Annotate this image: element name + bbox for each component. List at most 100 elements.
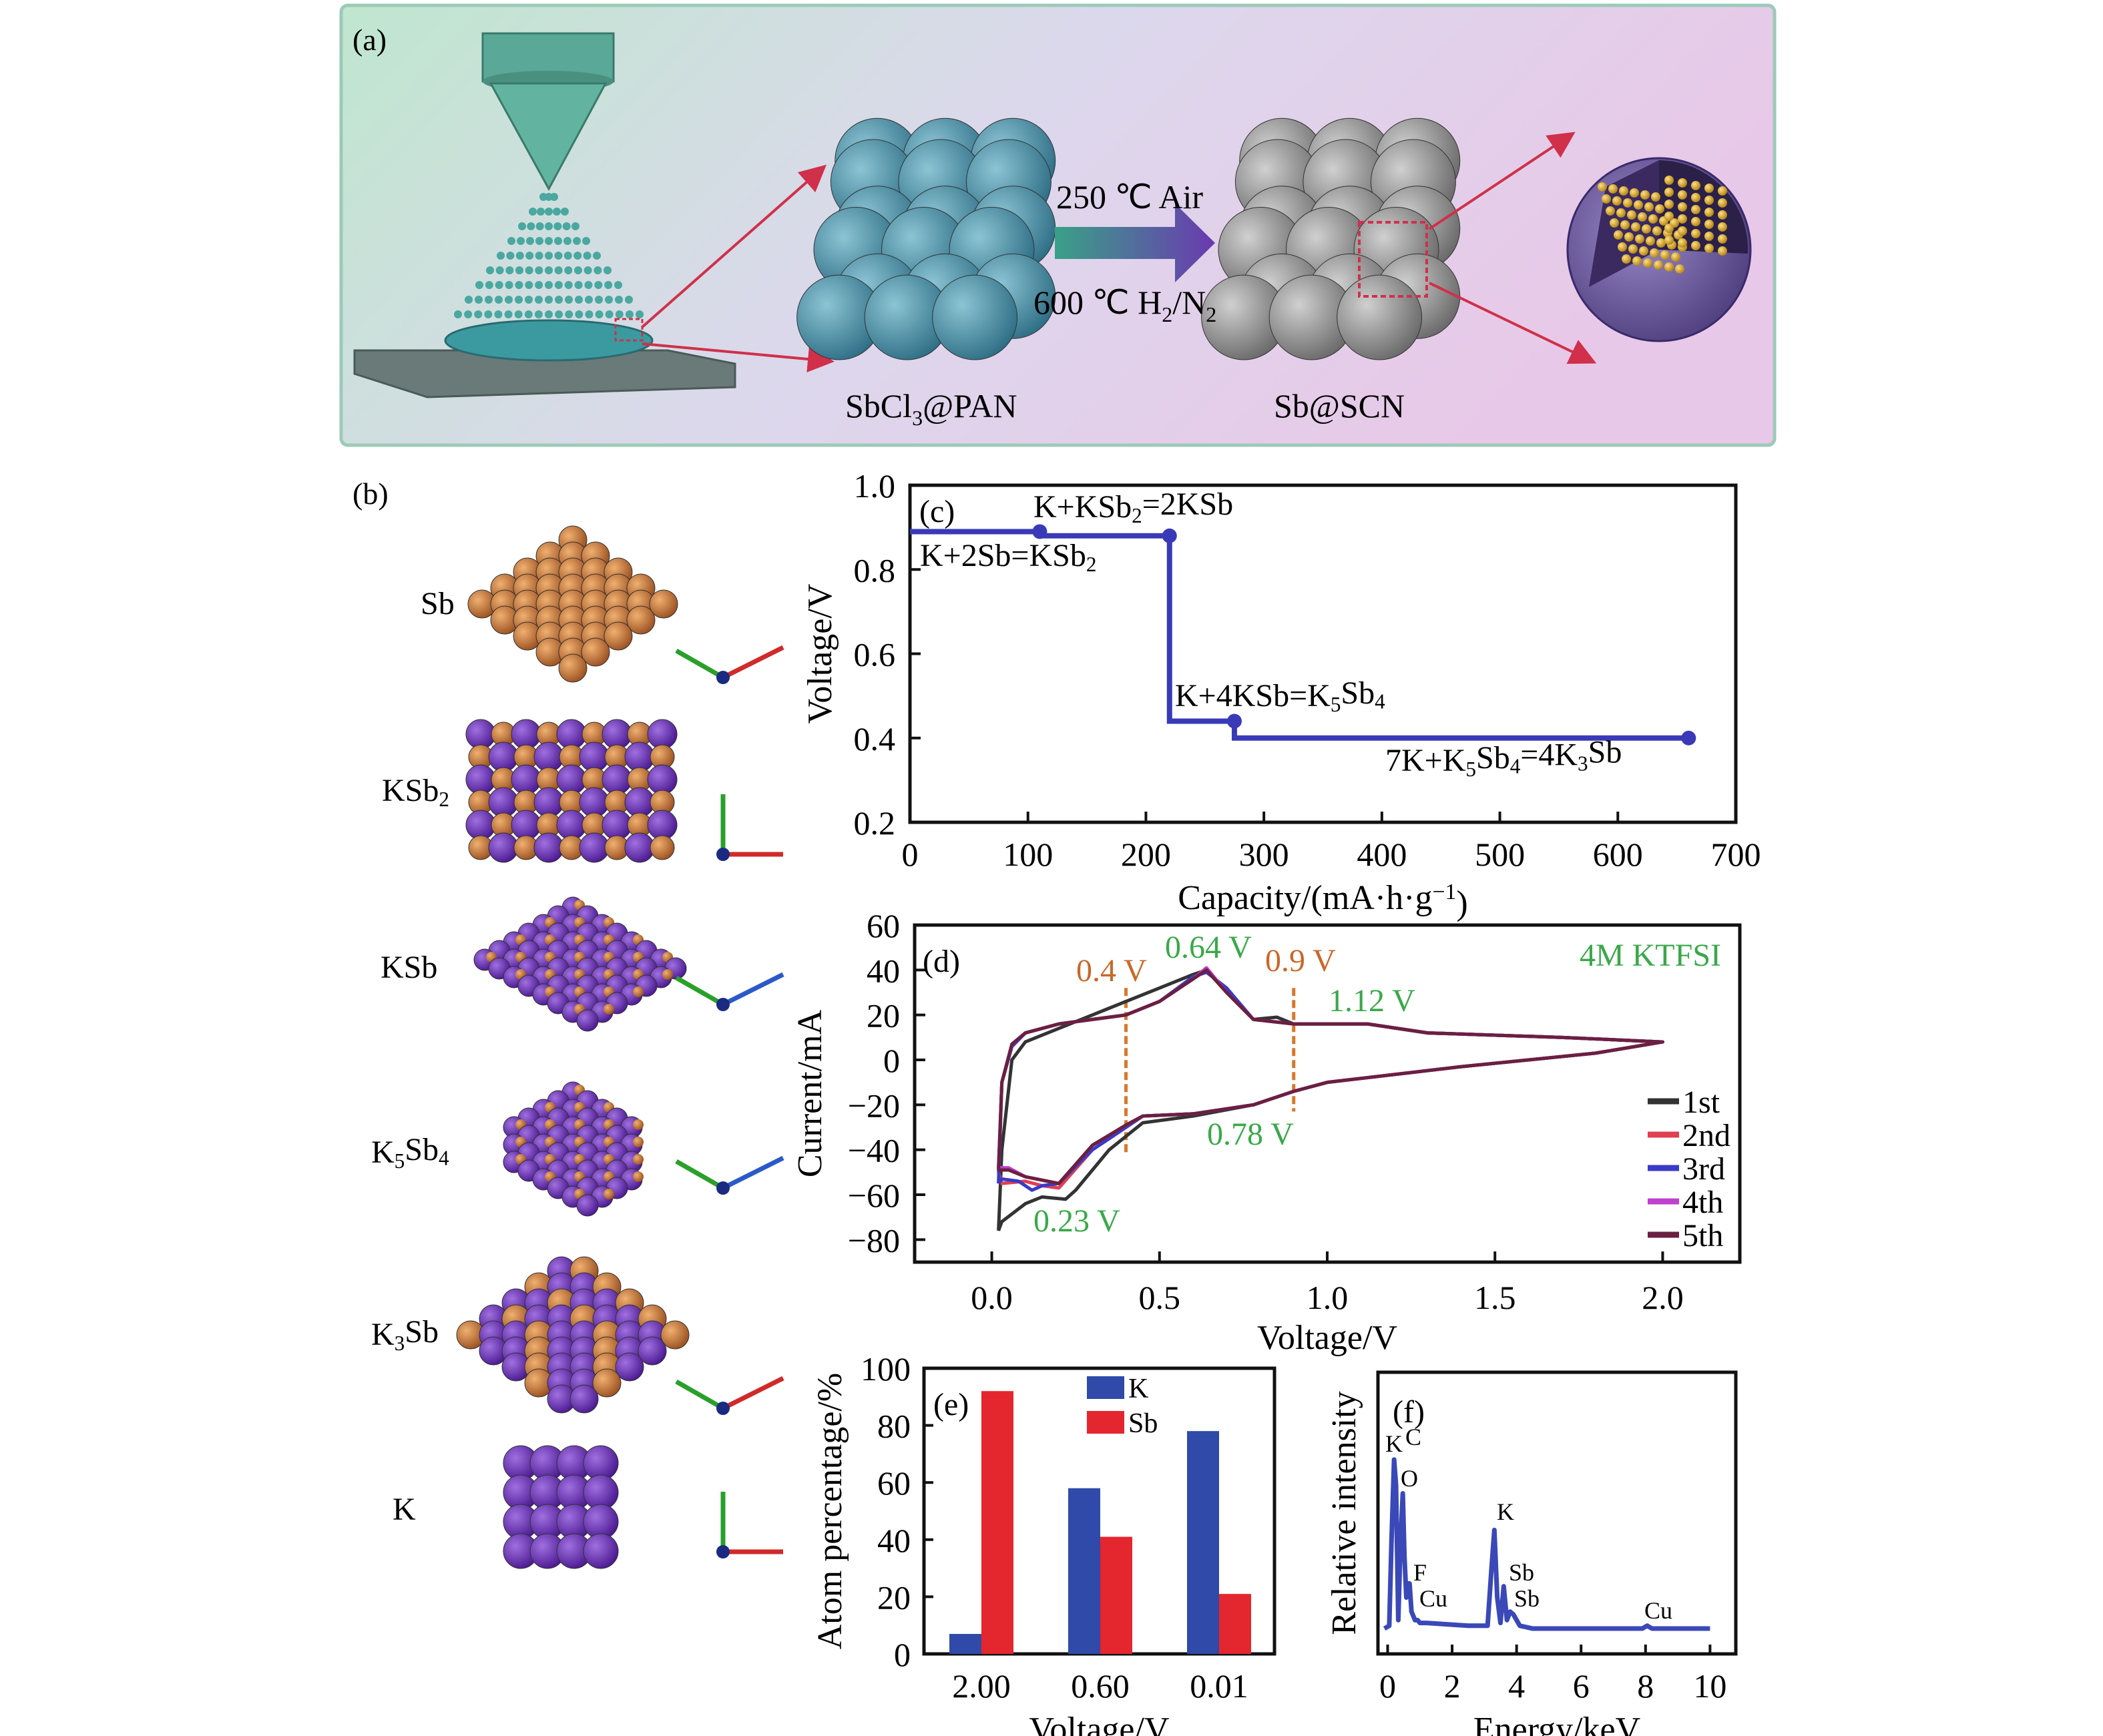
droplet [574,281,583,289]
legend-label: 3rd [1682,1151,1725,1187]
droplet [554,281,563,289]
zoom-arrow-1 [641,164,827,328]
axis-arrow [722,1155,784,1191]
droplet [497,252,505,260]
atom [556,810,587,840]
droplet [545,237,553,245]
atom [511,719,541,750]
sb-nanoparticle [1646,236,1655,246]
axis-arrow [722,645,784,680]
x-tick-label: 1.0 [1307,1279,1349,1316]
droplet [585,310,594,318]
chart-d: 0.0 0.5 1.0 1.5 2.0 60 40 20 0 −20 −40 −60 −80 Voltag… [791,907,1742,1357]
atom [602,810,632,840]
sb-nanoparticle [1614,230,1623,240]
crystal-structure-3 [503,1081,644,1217]
droplet [495,281,503,289]
droplet [573,237,581,245]
x-tick-label: 4 [1508,1667,1525,1705]
droplet [505,296,513,304]
x-tick-label: 2.00 [952,1667,1011,1705]
sb-nanoparticle [1660,250,1670,260]
x-tick-label: 0 [1379,1667,1396,1705]
sb-nanoparticle [1718,186,1727,196]
structure-label: K5Sb4 [371,1132,449,1173]
peak-label: Cu [1644,1597,1672,1624]
droplet [515,281,523,289]
electrolyte-label: 4M KTFSI [1580,938,1721,973]
structure-label: Sb [421,586,455,621]
bar-Sb-0.60 [1100,1536,1132,1654]
x-tick-label: 1.5 [1474,1279,1516,1316]
x-axis-label: Energy/keV [1473,1711,1640,1736]
panel-label: (e) [933,1387,969,1422]
droplet [535,266,543,274]
sb-nanoparticle [1610,218,1619,228]
sb-nanoparticle [1691,229,1700,238]
sb-nanoparticle [1678,178,1687,188]
sb-atom [633,1171,644,1182]
sbcl3-pan-sphere-cluster [796,117,1056,360]
droplet [515,252,524,260]
atom [615,1352,644,1382]
atom [488,742,519,772]
x-tick-label: 700 [1711,836,1761,873]
sb-nanoparticle [1643,258,1652,268]
droplet [534,310,543,318]
axis-arrow [722,1376,784,1411]
reaction-annotation: K+KSb2=2KSb [1033,487,1233,527]
droplet [545,281,553,289]
sb-atom [581,637,610,667]
axis-origin [716,998,730,1011]
droplet [464,310,473,318]
droplet [604,266,612,274]
cv-curve-5th [997,968,1664,1185]
sb-nanoparticle [1664,200,1674,209]
atom [579,742,610,772]
droplet [545,296,553,304]
sb-nanoparticle [1704,184,1714,193]
droplet [535,252,543,260]
droplet [564,281,573,289]
reaction-annotation: 7K+K5Sb4=4K3Sb [1385,734,1622,780]
atom [647,719,678,750]
sb-nanoparticle [1648,214,1658,224]
condition-air: 250 ℃ Air [1056,178,1203,216]
y-tick-label: 40 [877,1522,911,1559]
atom [569,1384,599,1414]
y-tick-label: 60 [867,907,900,944]
sb-nanoparticle [1632,256,1642,266]
y-tick-label: −60 [848,1177,900,1214]
x-tick-label: 500 [1475,836,1525,873]
x-tick-label: 0.60 [1071,1667,1130,1705]
droplet [553,222,562,230]
x-tick-label: 8 [1637,1667,1654,1705]
droplet [554,252,563,260]
phase-transition-marker [1162,528,1177,543]
x-tick-label: 2 [1444,1667,1461,1705]
sb-nanoparticle [1652,226,1662,236]
droplet [517,237,525,245]
atom [556,719,587,750]
cutaway-sphere-sb-nanoparticles [1566,157,1752,342]
droplet [564,266,573,274]
sb-nanoparticle [1622,254,1631,264]
atom [511,810,541,840]
panel-a-label: (a) [353,23,387,57]
crystal-structure-1 [465,719,678,863]
droplet [505,281,513,289]
y-tick-label: 0.2 [854,804,896,842]
sb-nanoparticle [1619,186,1628,196]
sb-nanoparticle [1608,184,1618,194]
droplet [562,222,571,230]
sb-atom [604,1189,614,1199]
atom [624,832,655,863]
structure-label: KSb2 [382,773,449,811]
axis-origin [716,1545,730,1558]
droplet [595,310,604,318]
sb-nanoparticle [1616,208,1626,218]
sb-nanoparticle [1664,176,1674,185]
peak-label: 0.23 V [1033,1203,1120,1239]
y-tick-label: 80 [877,1408,911,1445]
droplet [575,296,583,304]
